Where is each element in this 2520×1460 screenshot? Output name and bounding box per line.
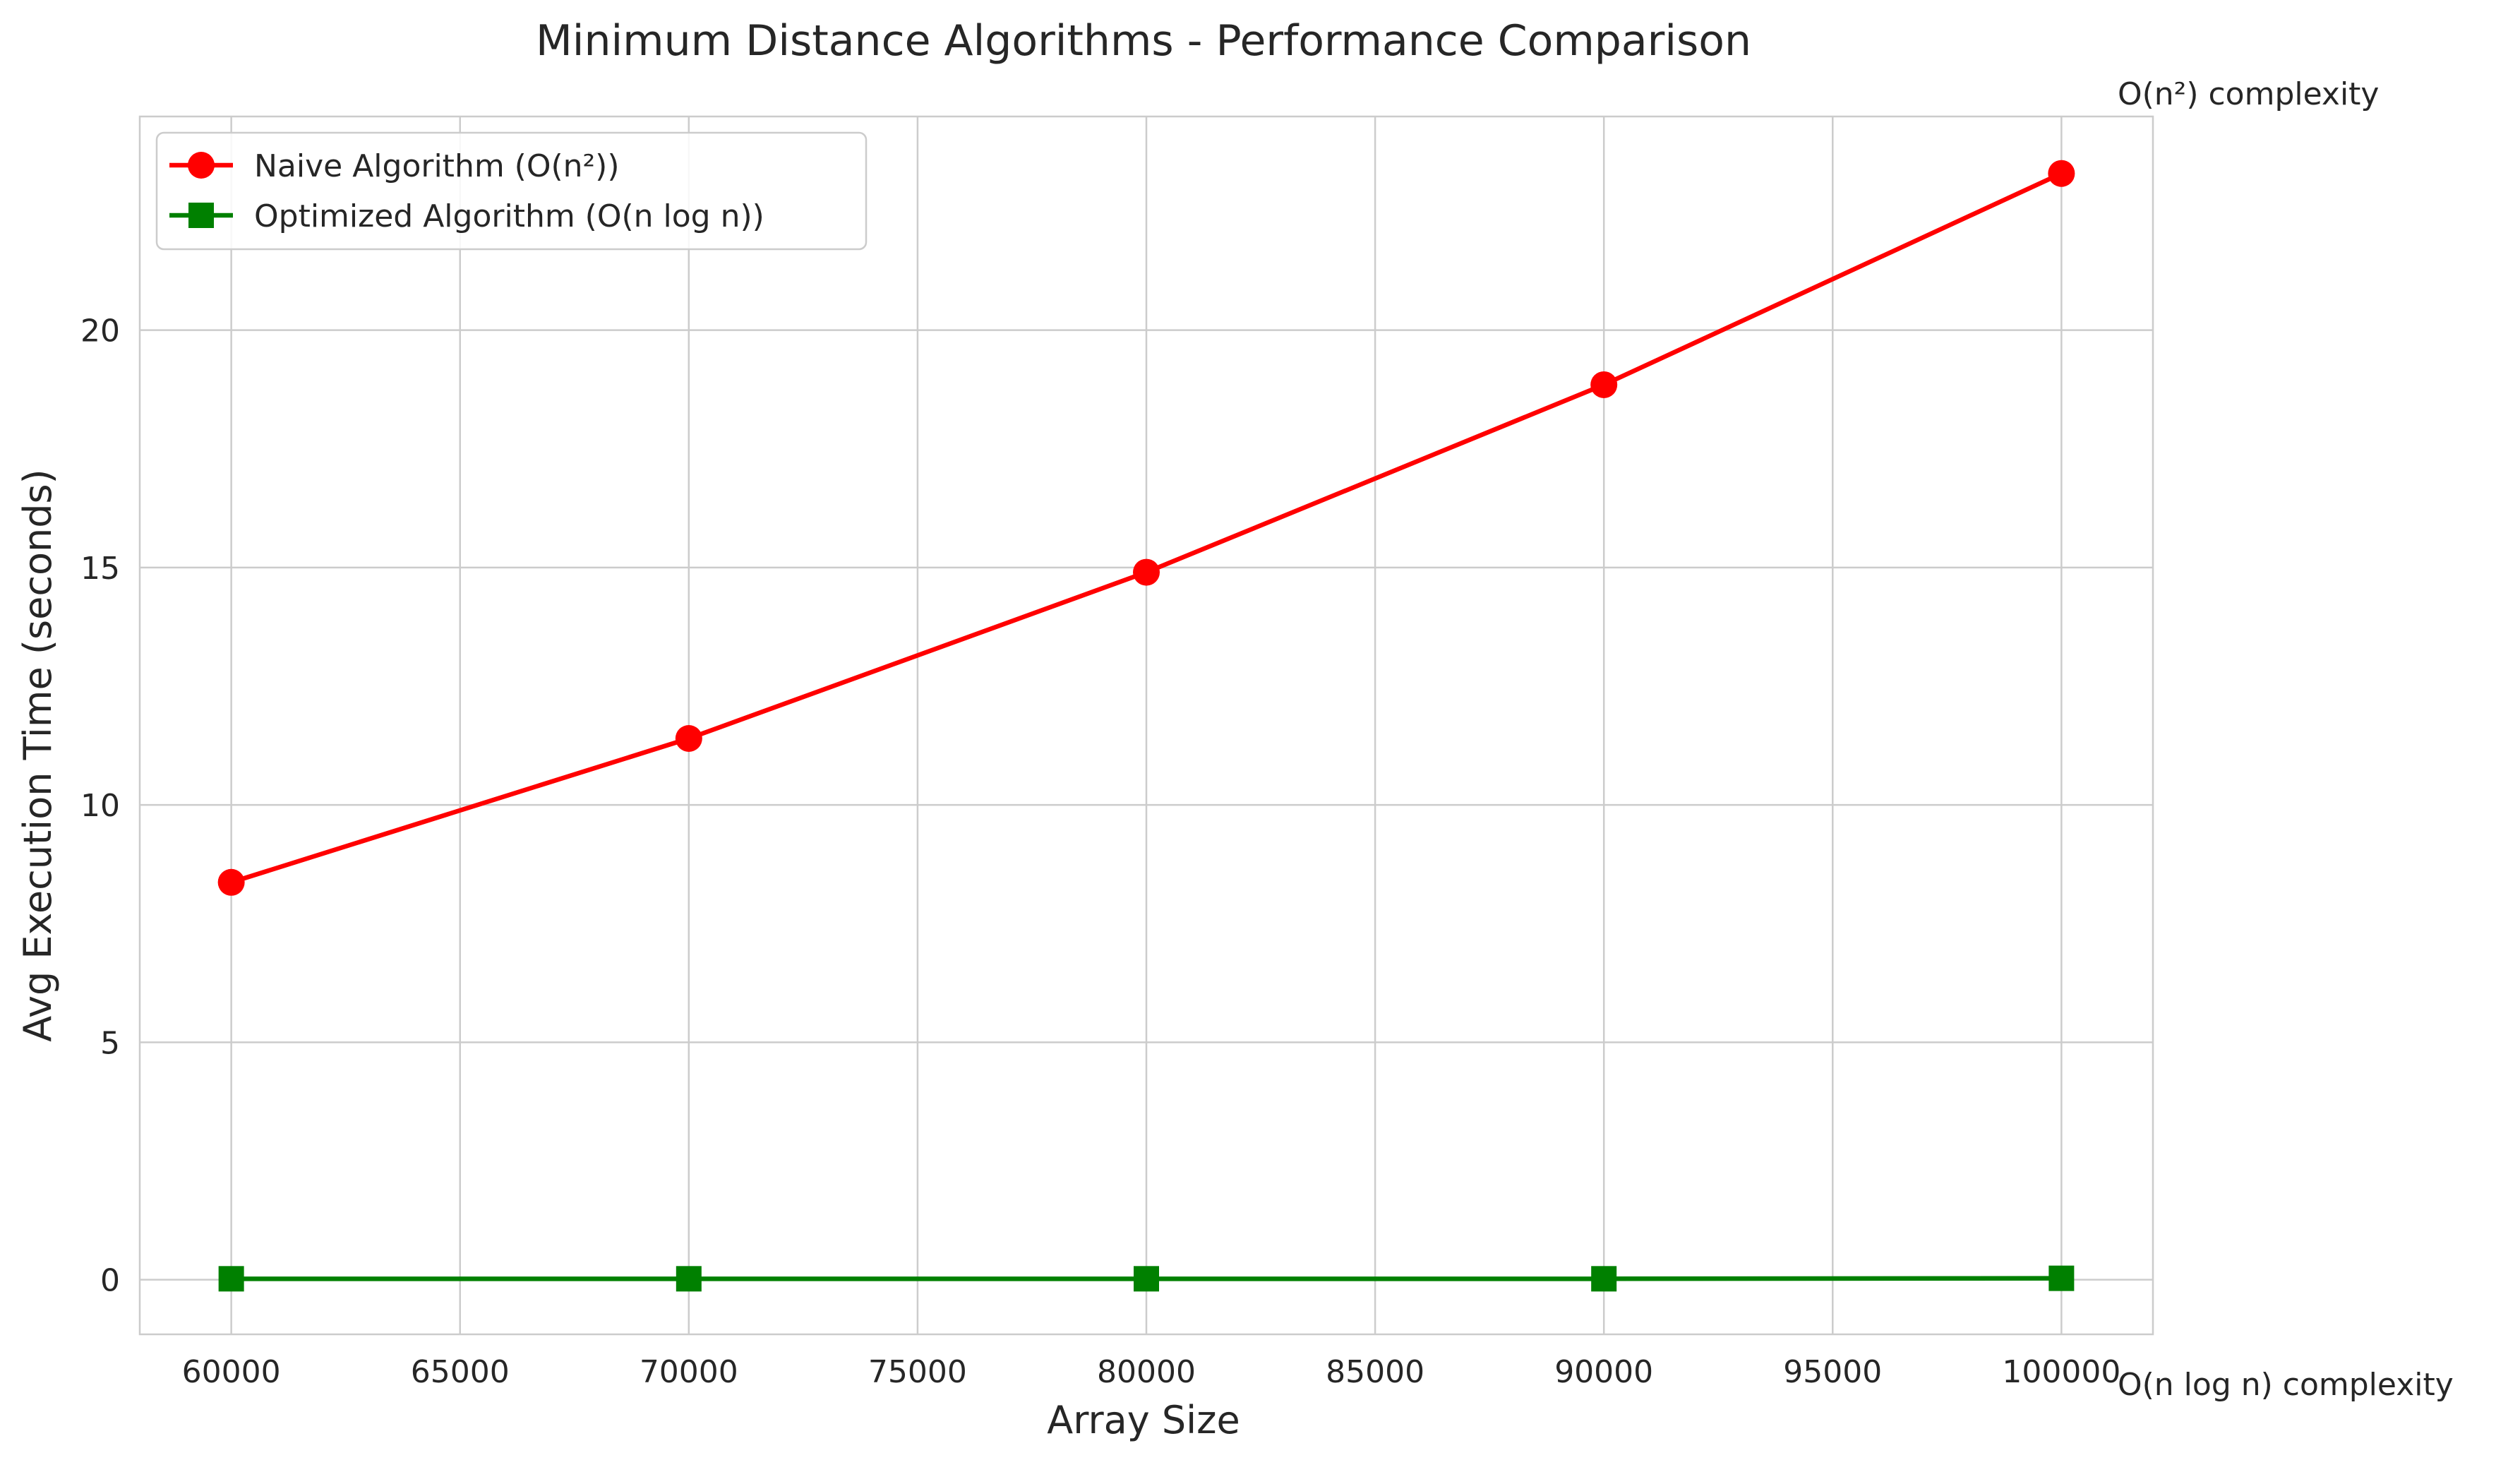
annotation-naive-complexity: O(n²) complexity	[2118, 76, 2379, 112]
legend-label: Naive Algorithm (O(n²))	[254, 148, 620, 184]
data-point-marker	[1591, 1266, 1617, 1292]
y-tick-label: 15	[80, 551, 120, 587]
legend-label: Optimized Algorithm (O(n log n))	[254, 198, 764, 234]
series-layer	[217, 160, 2075, 1292]
x-tick-labels: 60000 65000 70000 75000 80000 85000 90000 95000…	[182, 1354, 2121, 1390]
x-tick-label: 60000	[182, 1354, 281, 1390]
x-tick-label: 65000	[411, 1354, 510, 1390]
data-point-marker	[676, 1266, 702, 1292]
legend: Naive Algorithm (O(n²)) Optimized Algorit…	[155, 131, 868, 251]
x-axis-label: Array Size	[1047, 1398, 1240, 1442]
data-point-marker	[675, 724, 702, 752]
plot-frame	[138, 115, 2154, 1336]
grid-lines	[140, 116, 2153, 1334]
data-point-marker	[1134, 1266, 1159, 1292]
x-tick-label: 80000	[1097, 1354, 1196, 1390]
legend-marker	[188, 203, 214, 228]
y-tick-labels: 0 5 10 15 20	[80, 313, 120, 1299]
x-tick-label: 95000	[1783, 1354, 1882, 1390]
data-point-marker	[1590, 371, 1618, 398]
data-point-marker	[218, 1266, 244, 1292]
data-point-marker	[2048, 1265, 2075, 1291]
legend-box	[155, 131, 868, 251]
y-tick-label: 10	[80, 788, 120, 824]
data-point-marker	[1133, 558, 1160, 586]
y-tick-label: 20	[80, 313, 120, 349]
y-tick-label: 0	[100, 1263, 120, 1299]
legend-marker	[188, 152, 215, 179]
data-point-marker	[217, 868, 245, 896]
x-tick-label: 75000	[868, 1354, 967, 1390]
y-tick-label: 5	[100, 1025, 120, 1061]
x-tick-label: 85000	[1326, 1354, 1424, 1390]
x-tick-label: 100000	[2002, 1354, 2120, 1390]
annotation-optimized-complexity: O(n log n) complexity	[2118, 1367, 2454, 1403]
y-axis-label: Avg Execution Time (seconds)	[16, 469, 60, 1042]
x-tick-label: 70000	[640, 1354, 738, 1390]
x-tick-label: 90000	[1554, 1354, 1653, 1390]
chart-title: Minimum Distance Algorithms - Performanc…	[536, 16, 1751, 66]
data-point-marker	[2048, 160, 2075, 187]
